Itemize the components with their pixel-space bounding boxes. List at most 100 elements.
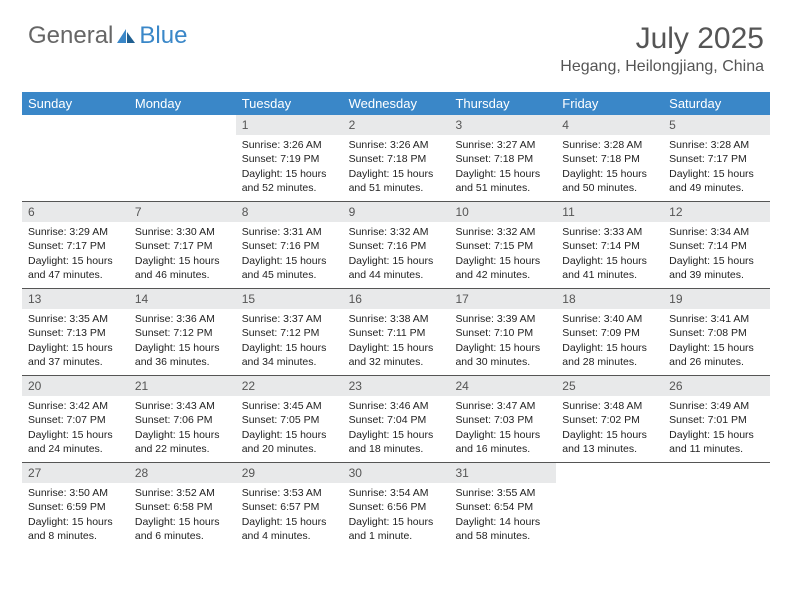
- day-body: Sunrise: 3:52 AMSunset: 6:58 PMDaylight:…: [129, 483, 236, 547]
- sunset-text: Sunset: 7:17 PM: [669, 152, 764, 166]
- day-number: 23: [343, 376, 450, 396]
- sunrise-text: Sunrise: 3:41 AM: [669, 312, 764, 326]
- sunrise-text: Sunrise: 3:34 AM: [669, 225, 764, 239]
- daylight-text: Daylight: 15 hours and 6 minutes.: [135, 515, 230, 543]
- day-body: Sunrise: 3:36 AMSunset: 7:12 PMDaylight:…: [129, 309, 236, 373]
- sunrise-text: Sunrise: 3:35 AM: [28, 312, 123, 326]
- logo-sail-icon: [115, 27, 137, 45]
- calendar-cell: 8Sunrise: 3:31 AMSunset: 7:16 PMDaylight…: [236, 202, 343, 288]
- logo-text-1: General: [28, 22, 113, 50]
- day-body: Sunrise: 3:35 AMSunset: 7:13 PMDaylight:…: [22, 309, 129, 373]
- day-body: Sunrise: 3:48 AMSunset: 7:02 PMDaylight:…: [556, 396, 663, 460]
- day-number: 31: [449, 463, 556, 483]
- sunset-text: Sunset: 7:11 PM: [349, 326, 444, 340]
- daylight-text: Daylight: 15 hours and 11 minutes.: [669, 428, 764, 456]
- sunrise-text: Sunrise: 3:45 AM: [242, 399, 337, 413]
- day-body: Sunrise: 3:34 AMSunset: 7:14 PMDaylight:…: [663, 222, 770, 286]
- sunset-text: Sunset: 7:16 PM: [349, 239, 444, 253]
- daylight-text: Daylight: 15 hours and 46 minutes.: [135, 254, 230, 282]
- calendar-cell: 24Sunrise: 3:47 AMSunset: 7:03 PMDayligh…: [449, 376, 556, 462]
- day-body: Sunrise: 3:26 AMSunset: 7:19 PMDaylight:…: [236, 135, 343, 199]
- calendar-cell: 29Sunrise: 3:53 AMSunset: 6:57 PMDayligh…: [236, 463, 343, 549]
- daylight-text: Daylight: 15 hours and 32 minutes.: [349, 341, 444, 369]
- calendar-cell: 20Sunrise: 3:42 AMSunset: 7:07 PMDayligh…: [22, 376, 129, 462]
- calendar-cell: [129, 115, 236, 201]
- calendar-cell: 4Sunrise: 3:28 AMSunset: 7:18 PMDaylight…: [556, 115, 663, 201]
- day-name: Tuesday: [236, 92, 343, 115]
- sunset-text: Sunset: 7:01 PM: [669, 413, 764, 427]
- day-number: 8: [236, 202, 343, 222]
- day-body: Sunrise: 3:29 AMSunset: 7:17 PMDaylight:…: [22, 222, 129, 286]
- sunrise-text: Sunrise: 3:29 AM: [28, 225, 123, 239]
- calendar-week: 1Sunrise: 3:26 AMSunset: 7:19 PMDaylight…: [22, 115, 770, 201]
- sunrise-text: Sunrise: 3:27 AM: [455, 138, 550, 152]
- calendar-cell: 3Sunrise: 3:27 AMSunset: 7:18 PMDaylight…: [449, 115, 556, 201]
- calendar-cell: [663, 463, 770, 549]
- day-body: Sunrise: 3:26 AMSunset: 7:18 PMDaylight:…: [343, 135, 450, 199]
- sunrise-text: Sunrise: 3:38 AM: [349, 312, 444, 326]
- day-number: 14: [129, 289, 236, 309]
- daylight-text: Daylight: 15 hours and 30 minutes.: [455, 341, 550, 369]
- sunset-text: Sunset: 7:19 PM: [242, 152, 337, 166]
- calendar-cell: 5Sunrise: 3:28 AMSunset: 7:17 PMDaylight…: [663, 115, 770, 201]
- day-number: 18: [556, 289, 663, 309]
- calendar-cell: [22, 115, 129, 201]
- sunset-text: Sunset: 7:03 PM: [455, 413, 550, 427]
- day-name: Thursday: [449, 92, 556, 115]
- day-name: Saturday: [663, 92, 770, 115]
- day-number: 1: [236, 115, 343, 135]
- sunset-text: Sunset: 7:07 PM: [28, 413, 123, 427]
- day-body: Sunrise: 3:49 AMSunset: 7:01 PMDaylight:…: [663, 396, 770, 460]
- day-number: 3: [449, 115, 556, 135]
- day-name: Friday: [556, 92, 663, 115]
- day-number: 25: [556, 376, 663, 396]
- daylight-text: Daylight: 15 hours and 51 minutes.: [455, 167, 550, 195]
- sunrise-text: Sunrise: 3:54 AM: [349, 486, 444, 500]
- day-body: Sunrise: 3:47 AMSunset: 7:03 PMDaylight:…: [449, 396, 556, 460]
- daylight-text: Daylight: 15 hours and 50 minutes.: [562, 167, 657, 195]
- sunrise-text: Sunrise: 3:50 AM: [28, 486, 123, 500]
- sunrise-text: Sunrise: 3:43 AM: [135, 399, 230, 413]
- calendar-cell: 7Sunrise: 3:30 AMSunset: 7:17 PMDaylight…: [129, 202, 236, 288]
- sunrise-text: Sunrise: 3:48 AM: [562, 399, 657, 413]
- daylight-text: Daylight: 15 hours and 18 minutes.: [349, 428, 444, 456]
- day-name: Monday: [129, 92, 236, 115]
- day-body: Sunrise: 3:53 AMSunset: 6:57 PMDaylight:…: [236, 483, 343, 547]
- sunrise-text: Sunrise: 3:36 AM: [135, 312, 230, 326]
- daylight-text: Daylight: 15 hours and 26 minutes.: [669, 341, 764, 369]
- page-title: July 2025: [560, 22, 764, 56]
- day-number: 26: [663, 376, 770, 396]
- day-number: 15: [236, 289, 343, 309]
- day-body: Sunrise: 3:27 AMSunset: 7:18 PMDaylight:…: [449, 135, 556, 199]
- calendar-cell: 30Sunrise: 3:54 AMSunset: 6:56 PMDayligh…: [343, 463, 450, 549]
- calendar-cell: 14Sunrise: 3:36 AMSunset: 7:12 PMDayligh…: [129, 289, 236, 375]
- day-number: 2: [343, 115, 450, 135]
- sunset-text: Sunset: 7:09 PM: [562, 326, 657, 340]
- daylight-text: Daylight: 15 hours and 49 minutes.: [669, 167, 764, 195]
- daylight-text: Daylight: 15 hours and 8 minutes.: [28, 515, 123, 543]
- daylight-text: Daylight: 15 hours and 47 minutes.: [28, 254, 123, 282]
- calendar-cell: 11Sunrise: 3:33 AMSunset: 7:14 PMDayligh…: [556, 202, 663, 288]
- day-body: Sunrise: 3:32 AMSunset: 7:15 PMDaylight:…: [449, 222, 556, 286]
- sunset-text: Sunset: 7:06 PM: [135, 413, 230, 427]
- sunrise-text: Sunrise: 3:46 AM: [349, 399, 444, 413]
- calendar-cell: 31Sunrise: 3:55 AMSunset: 6:54 PMDayligh…: [449, 463, 556, 549]
- sunset-text: Sunset: 7:17 PM: [135, 239, 230, 253]
- calendar-cell: 21Sunrise: 3:43 AMSunset: 7:06 PMDayligh…: [129, 376, 236, 462]
- header: General Blue July 2025 Hegang, Heilongji…: [0, 0, 792, 84]
- calendar-cell: 23Sunrise: 3:46 AMSunset: 7:04 PMDayligh…: [343, 376, 450, 462]
- day-body: Sunrise: 3:30 AMSunset: 7:17 PMDaylight:…: [129, 222, 236, 286]
- day-number: 27: [22, 463, 129, 483]
- sunset-text: Sunset: 7:12 PM: [242, 326, 337, 340]
- sunrise-text: Sunrise: 3:32 AM: [455, 225, 550, 239]
- sunset-text: Sunset: 7:16 PM: [242, 239, 337, 253]
- day-number: 9: [343, 202, 450, 222]
- day-body: Sunrise: 3:32 AMSunset: 7:16 PMDaylight:…: [343, 222, 450, 286]
- sunrise-text: Sunrise: 3:28 AM: [669, 138, 764, 152]
- sunset-text: Sunset: 7:13 PM: [28, 326, 123, 340]
- day-name: Sunday: [22, 92, 129, 115]
- sunrise-text: Sunrise: 3:55 AM: [455, 486, 550, 500]
- calendar-day-header: Sunday Monday Tuesday Wednesday Thursday…: [22, 92, 770, 115]
- day-body: Sunrise: 3:38 AMSunset: 7:11 PMDaylight:…: [343, 309, 450, 373]
- sunrise-text: Sunrise: 3:28 AM: [562, 138, 657, 152]
